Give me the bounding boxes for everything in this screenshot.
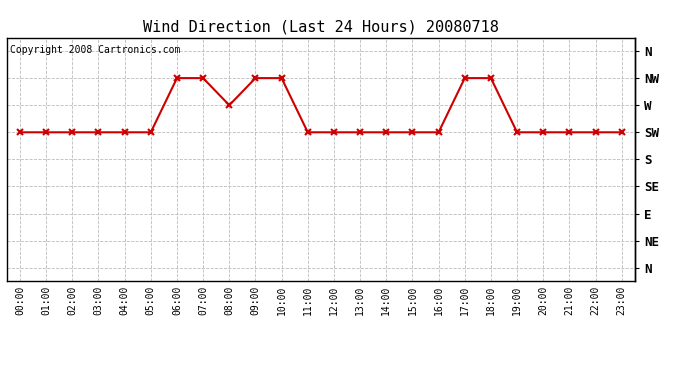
Text: Copyright 2008 Cartronics.com: Copyright 2008 Cartronics.com <box>10 45 180 55</box>
Title: Wind Direction (Last 24 Hours) 20080718: Wind Direction (Last 24 Hours) 20080718 <box>143 20 499 35</box>
